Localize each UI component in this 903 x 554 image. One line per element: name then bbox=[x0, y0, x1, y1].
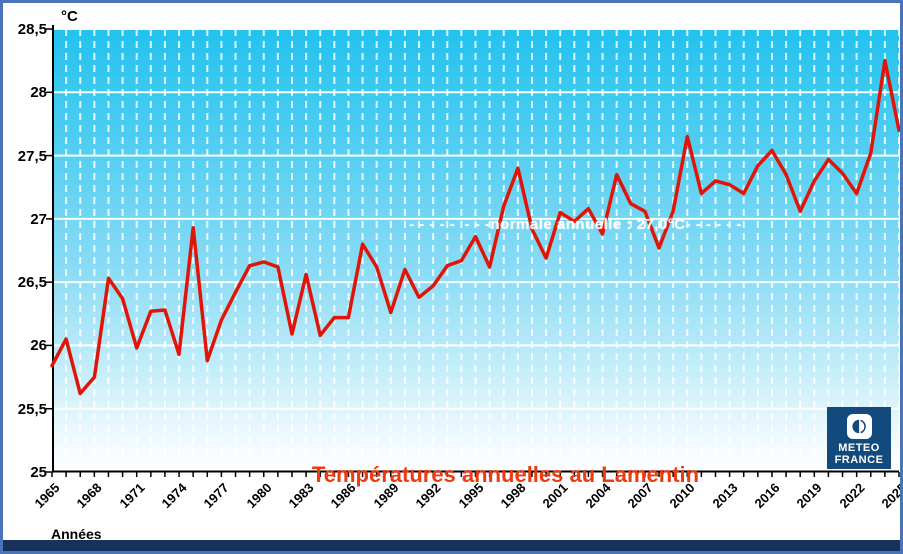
x-axis-title: Années bbox=[51, 526, 102, 542]
bottom-bar bbox=[3, 540, 900, 551]
y-tick-label: 28,5 bbox=[17, 21, 47, 38]
y-axis-unit-label: °C bbox=[61, 8, 78, 25]
meteo-france-logo: METEO FRANCE bbox=[827, 407, 891, 469]
y-tick-label: 27,5 bbox=[17, 147, 47, 165]
y-tick-label: 28 bbox=[30, 84, 47, 102]
meteo-france-icon bbox=[846, 414, 872, 439]
logo-text-line1: METEO bbox=[838, 442, 880, 454]
y-tick-label: 26,5 bbox=[17, 274, 47, 292]
logo-text-line2: FRANCE bbox=[834, 454, 884, 466]
y-tick-label: 27 bbox=[30, 210, 47, 228]
sun-moon-glyph bbox=[851, 419, 866, 434]
chart-title: Températures annuelles au Lamentin bbox=[311, 462, 700, 487]
y-tick-label: 25 bbox=[30, 464, 47, 481]
y-tick-label: 25,5 bbox=[17, 400, 47, 418]
temperature-line bbox=[50, 58, 900, 396]
normal-line-annotation: - - - - - - - -normale annuelle : 27,0°C… bbox=[409, 216, 742, 233]
chart-canvas bbox=[46, 25, 900, 477]
y-tick-label: 26 bbox=[30, 337, 47, 355]
plot-area: - - - - - - - -normale annuelle : 27,0°C… bbox=[46, 25, 900, 487]
